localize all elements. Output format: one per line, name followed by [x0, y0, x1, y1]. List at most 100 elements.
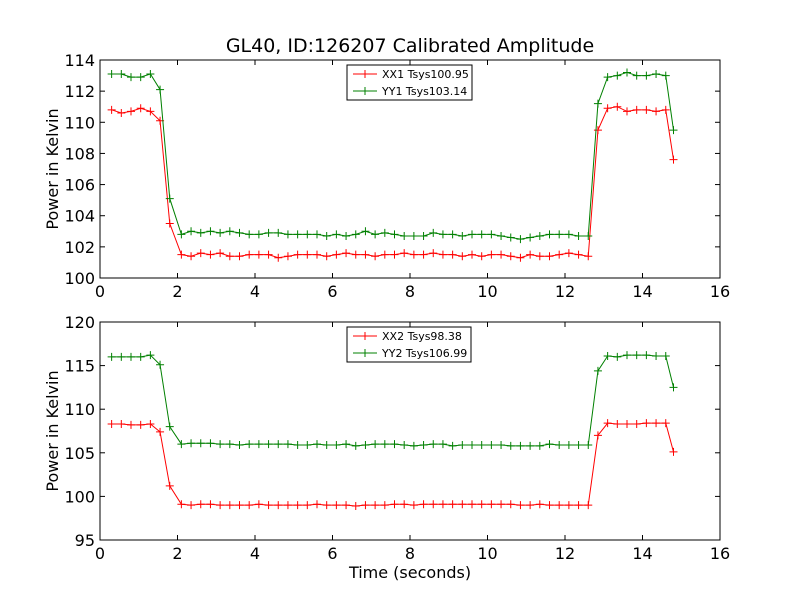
- data-point: [632, 71, 641, 80]
- data-point: [380, 228, 389, 237]
- data-point: [196, 439, 205, 448]
- data-point: [283, 440, 292, 449]
- data-point: [156, 360, 165, 369]
- data-point: [303, 230, 312, 239]
- x-tick-label: 10: [477, 282, 497, 301]
- bottom-panel: 0 2 4 6 8 10 12 14 16 95 100 105 110 115 120 Power in K…: [43, 313, 730, 563]
- data-point: [623, 68, 631, 77]
- data-point: [136, 352, 145, 361]
- data-point: [342, 249, 351, 258]
- data-point: [438, 500, 447, 509]
- data-point: [371, 501, 380, 510]
- data-point: [342, 231, 351, 240]
- data-point: [603, 419, 612, 428]
- data-point: [117, 70, 126, 79]
- data-point: [497, 440, 506, 449]
- data-point: [574, 250, 583, 259]
- legend: XX2 Tsys98.38 YY2 Tsys106.99: [346, 326, 472, 363]
- x-tick-label: 14: [632, 544, 652, 563]
- data-point: [177, 250, 186, 259]
- data-point: [177, 440, 186, 449]
- data-point: [303, 250, 312, 259]
- data-point: [293, 250, 302, 259]
- data-point: [342, 501, 351, 510]
- data-point: [477, 252, 486, 261]
- data-point: [400, 440, 409, 449]
- data-point: [400, 231, 409, 240]
- y-tick-label: 110: [64, 400, 95, 419]
- x-tick-label: 6: [327, 544, 337, 563]
- data-point: [438, 440, 447, 449]
- data-point: [187, 501, 196, 510]
- data-point: [652, 70, 661, 79]
- data-point: [564, 501, 573, 510]
- data-point: [313, 440, 321, 449]
- data-point: [127, 352, 135, 361]
- x-tick-label: 4: [250, 282, 260, 301]
- data-point: [361, 440, 370, 449]
- x-tick-label: 16: [710, 282, 730, 301]
- data-point: [506, 252, 515, 261]
- y-tick-label: 115: [64, 357, 95, 376]
- data-point: [264, 440, 273, 449]
- data-point: [593, 99, 602, 108]
- data-point: [283, 230, 292, 239]
- data-point: [351, 250, 360, 259]
- data-point: [574, 231, 583, 240]
- data-point: [669, 447, 678, 456]
- data-point: [429, 249, 438, 258]
- data-point: [497, 250, 506, 259]
- data-point: [293, 230, 302, 239]
- data-point: [669, 126, 678, 135]
- data-point: [526, 250, 535, 259]
- data-point: [419, 231, 428, 240]
- data-point: [254, 230, 263, 239]
- legend-marker: [361, 87, 369, 95]
- data-point: [351, 441, 360, 450]
- y-tick-label: 95: [75, 531, 95, 550]
- data-point: [361, 227, 370, 236]
- data-point: [545, 252, 554, 261]
- data-point: [107, 420, 116, 429]
- data-point: [487, 500, 496, 509]
- data-point: [303, 501, 312, 510]
- data-point: [146, 420, 155, 429]
- data-point: [117, 352, 126, 361]
- data-point: [652, 419, 661, 428]
- y-tick-label: 120: [64, 313, 95, 332]
- data-point: [380, 501, 389, 510]
- data-point: [661, 105, 670, 114]
- data-point: [429, 228, 438, 237]
- y-axis-label: Power in Kelvin: [43, 108, 62, 229]
- data-point: [332, 250, 341, 259]
- data-point: [146, 351, 155, 360]
- x-tick-label: 2: [172, 544, 182, 563]
- data-point: [254, 440, 263, 449]
- x-tick-label: 0: [95, 282, 105, 301]
- data-point: [669, 383, 678, 392]
- data-point: [506, 233, 515, 242]
- x-tick-label: 8: [405, 282, 415, 301]
- data-point: [623, 420, 631, 429]
- data-point: [516, 441, 525, 450]
- data-point: [603, 104, 612, 113]
- x-tick-label: 12: [555, 544, 575, 563]
- y-tick-label: 104: [64, 207, 95, 226]
- data-point: [127, 420, 135, 429]
- data-point: [187, 439, 196, 448]
- data-point: [458, 231, 467, 240]
- legend-label: YY2 Tsys106.99: [381, 347, 467, 360]
- data-point: [187, 252, 196, 261]
- legend-box: [346, 326, 472, 363]
- data-point: [216, 440, 225, 449]
- data-point: [555, 230, 564, 239]
- legend: XX1 Tsys100.95 YY1 Tsys103.14: [346, 64, 473, 101]
- legend-label: YY1 Tsys103.14: [381, 85, 467, 98]
- x-tick-label: 14: [632, 282, 652, 301]
- data-point: [632, 105, 641, 114]
- data-point: [623, 351, 631, 360]
- data-point: [545, 230, 554, 239]
- data-point: [361, 501, 370, 510]
- data-point: [127, 73, 135, 82]
- data-point: [390, 230, 399, 239]
